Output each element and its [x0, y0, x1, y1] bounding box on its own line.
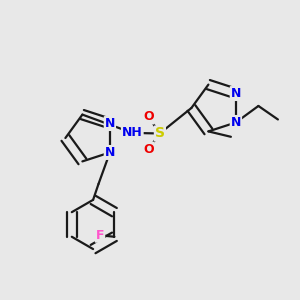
Text: NH: NH [122, 126, 143, 140]
Text: N: N [105, 117, 115, 130]
Text: S: S [155, 127, 165, 140]
Text: N: N [105, 146, 115, 159]
Text: N: N [231, 116, 241, 129]
Text: O: O [143, 142, 154, 156]
Text: F: F [96, 229, 104, 242]
Text: O: O [143, 110, 154, 124]
Text: N: N [231, 87, 241, 100]
